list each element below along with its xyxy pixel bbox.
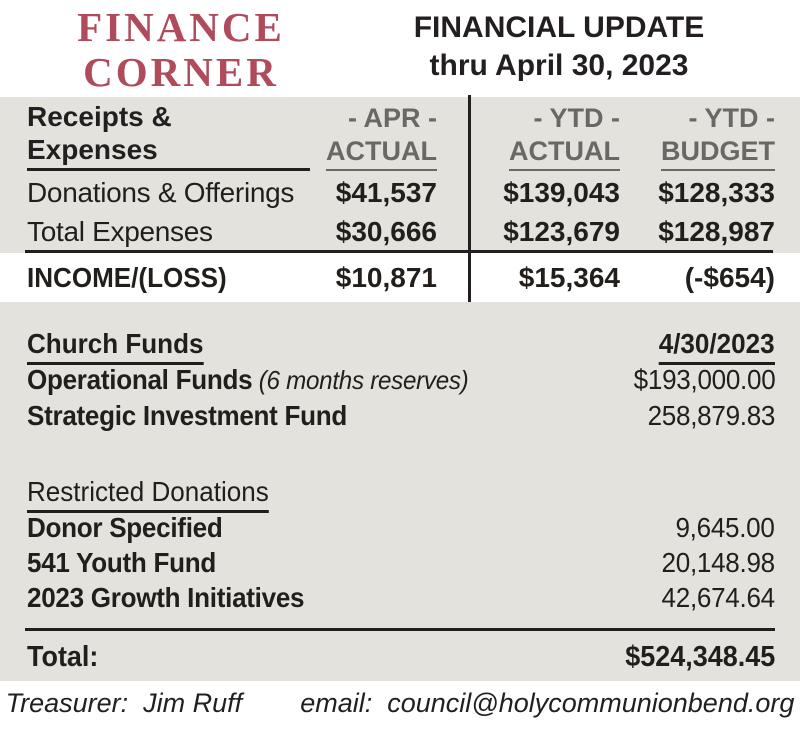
row-value: 9,645.00 xyxy=(675,512,775,543)
ytd-actual-value: $15,364 xyxy=(518,261,620,293)
apr-actual-value: $41,537 xyxy=(335,177,437,208)
email-info: email: council@holycommunionbend.org xyxy=(300,688,795,718)
section-spacer xyxy=(0,436,800,476)
ytd-budget-value: (-$654) xyxy=(684,261,775,293)
total-value: $524,348.45 xyxy=(625,641,775,673)
row-2023-growth-initiatives: 2023 Growth Initiatives 42,674.64 xyxy=(0,582,800,617)
row-donor-specified: Donor Specified 9,645.00 xyxy=(0,512,800,547)
column-divider-line xyxy=(468,95,471,302)
ytd-budget-value: $128,333 xyxy=(658,177,775,208)
row-value: 258,879.83 xyxy=(647,400,775,431)
row-value: 20,148.98 xyxy=(661,547,776,578)
ytd-actual-header-line1: - YTD - xyxy=(533,103,621,133)
receipts-table-header-row: Receipts & Expenses - APR - ACTUAL - YTD… xyxy=(0,97,800,173)
logo-line-finance: FINANCE xyxy=(77,4,285,50)
finance-corner-logo: FINANCE CORNER xyxy=(0,5,362,95)
table-row-total-expenses: Total Expenses $30,666 $123,679 $128,987 xyxy=(0,212,800,251)
row-value: $193,000.00 xyxy=(633,364,775,395)
ytd-budget-header-line1: - YTD - xyxy=(688,103,776,133)
row-label: Total Expenses xyxy=(27,216,213,247)
table-row-donations-offerings: Donations & Offerings $41,537 $139,043 $… xyxy=(0,173,800,212)
row-label: Donor Specified xyxy=(27,512,223,543)
row-label: 2023 Growth Initiatives xyxy=(27,582,305,613)
footer: Treasurer: Jim Ruff email: council@holyc… xyxy=(0,688,800,719)
row-strategic-investment-fund: Strategic Investment Fund 258,879.83 xyxy=(0,400,800,436)
row-label-group: Operational Funds (6 months reserves) xyxy=(27,364,469,395)
apr-header-line2: ACTUAL xyxy=(326,135,437,171)
receipts-expenses-section: Receipts & Expenses - APR - ACTUAL - YTD… xyxy=(0,97,800,253)
page-title: FINANCIAL UPDATE thru April 30, 2023 xyxy=(392,9,726,85)
column-header-ytd-budget: - YTD - BUDGET xyxy=(620,102,775,171)
title-line-1: FINANCIAL UPDATE xyxy=(413,11,705,44)
row-note: (6 months reserves) xyxy=(258,365,469,395)
income-separator-line xyxy=(25,250,773,253)
church-funds-date-header: 4/30/2023 xyxy=(659,328,775,365)
email-address: council@holycommunionbend.org xyxy=(387,688,795,718)
logo-line-corner: CORNER xyxy=(83,49,279,95)
title-line-2: thru April 30, 2023 xyxy=(429,49,689,82)
income-loss-label: INCOME/(LOSS) xyxy=(27,261,227,293)
ytd-actual-value: $123,679 xyxy=(503,216,620,247)
restricted-donations-header-row: Restricted Donations xyxy=(0,476,800,513)
apr-actual-value: $10,871 xyxy=(335,261,437,293)
ytd-actual-value: $139,043 xyxy=(503,177,620,208)
total-separator-line xyxy=(25,628,775,631)
column-header-ytd-actual: - YTD - ACTUAL xyxy=(437,102,620,171)
row-value: 42,674.64 xyxy=(661,582,776,613)
funds-section: Church Funds 4/30/2023 Operational Funds… xyxy=(0,302,800,681)
receipts-section-label-text: Receipts & Expenses xyxy=(27,100,310,171)
row-label: Strategic Investment Fund xyxy=(27,400,348,431)
row-541-youth-fund: 541 Youth Fund 20,148.98 xyxy=(0,547,800,582)
ytd-budget-header-line2: BUDGET xyxy=(661,135,775,171)
row-operational-funds: Operational Funds (6 months reserves) $1… xyxy=(0,364,800,400)
ytd-budget-value: $128,987 xyxy=(658,216,775,247)
apr-actual-value: $30,666 xyxy=(335,216,437,247)
church-funds-label: Church Funds xyxy=(27,328,204,365)
apr-header-line1: - APR - xyxy=(348,103,437,133)
treasurer-info: Treasurer: Jim Ruff xyxy=(5,688,243,718)
ytd-actual-header-line2: ACTUAL xyxy=(509,135,620,171)
column-header-apr-actual: - APR - ACTUAL xyxy=(310,102,437,171)
table-row-income-loss: INCOME/(LOSS) $10,871 $15,364 (-$654) xyxy=(0,253,800,302)
row-label: Donations & Offerings xyxy=(27,177,295,208)
row-total: Total: $524,348.45 xyxy=(0,636,800,679)
restricted-donations-label: Restricted Donations xyxy=(27,476,269,513)
row-label: 541 Youth Fund xyxy=(27,547,216,578)
church-funds-header-row: Church Funds 4/30/2023 xyxy=(0,302,800,365)
receipts-section-label: Receipts & Expenses xyxy=(27,100,310,171)
total-label: Total: xyxy=(27,641,99,673)
